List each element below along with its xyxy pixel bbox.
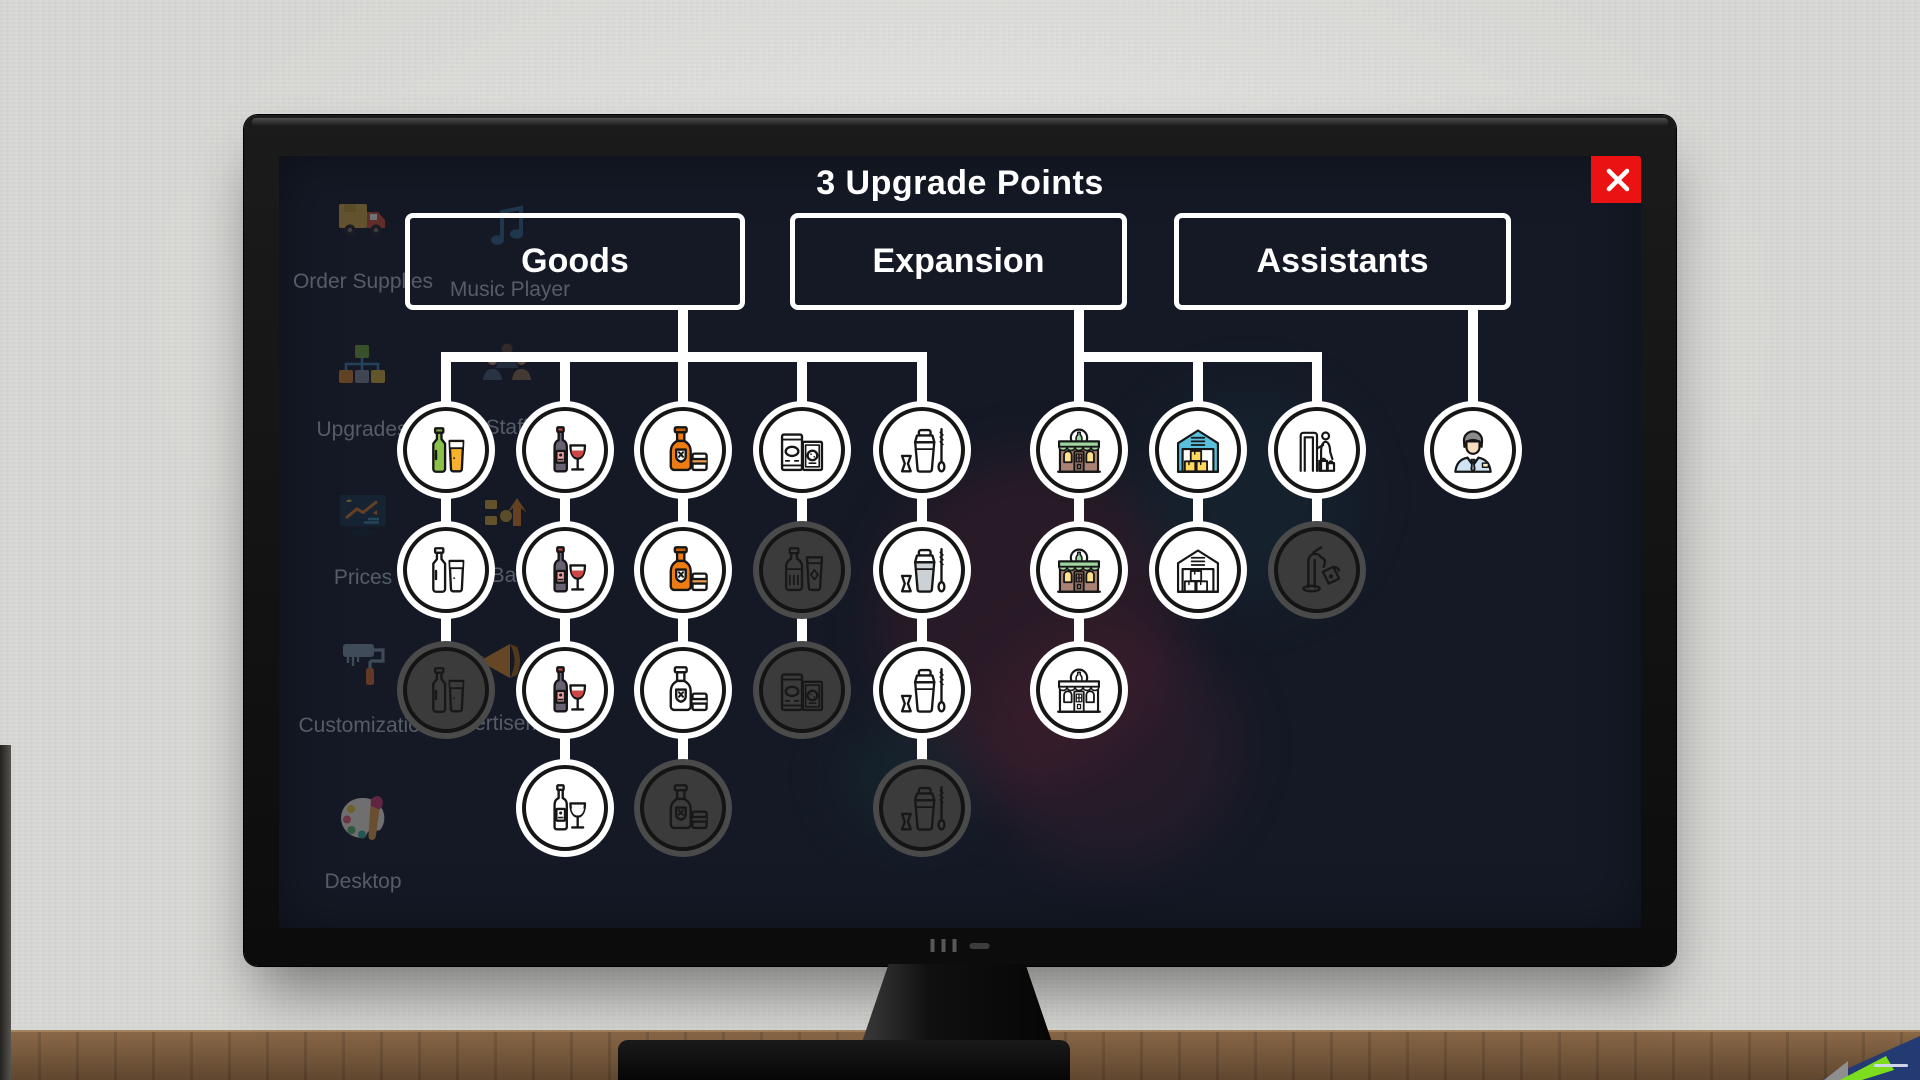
tree-connector	[797, 352, 807, 450]
shop-icon	[1050, 541, 1108, 599]
upgrade-node-wine[interactable]	[522, 407, 608, 493]
upgrade-points-title: 3 Upgrade Points	[816, 164, 1104, 202]
upgrade-node-warehouse[interactable]	[1155, 407, 1241, 493]
shaker-icon	[893, 421, 951, 479]
whiskey-icon	[654, 661, 712, 719]
upgrade-tree-modal: 3 Upgrade Points Goods Expansion Assista…	[279, 156, 1641, 928]
corner-watermark	[1822, 1036, 1920, 1080]
warehouse-icon	[1169, 421, 1227, 479]
upgrade-node-shop[interactable]	[1036, 647, 1122, 733]
branch-header-goods: Goods	[405, 213, 745, 310]
tree-connector	[678, 352, 688, 450]
branch-label: Expansion	[872, 242, 1045, 280]
monitor: Order SuppliesMusic PlayerUpgradesStaffP…	[244, 115, 1676, 966]
close-button[interactable]	[1591, 156, 1641, 203]
warehouse-icon	[1169, 541, 1227, 599]
upgrade-node-tap[interactable]	[1274, 527, 1360, 613]
tree-connector	[917, 352, 927, 450]
tap-icon	[1288, 541, 1346, 599]
upgrade-node-beer[interactable]	[403, 647, 489, 733]
upgrade-node-soda[interactable]	[759, 527, 845, 613]
tree-connector	[1193, 450, 1203, 570]
tree-connector	[560, 570, 570, 690]
kiosk-icon	[1288, 421, 1346, 479]
wine-icon	[536, 541, 594, 599]
upgrade-node-beer[interactable]	[403, 407, 489, 493]
shaker-icon	[893, 779, 951, 837]
wine-icon	[536, 779, 594, 837]
tree-connector	[1468, 310, 1478, 450]
tree-connector	[441, 352, 451, 450]
monitor-stand	[862, 964, 1052, 1042]
upgrade-node-whiskey[interactable]	[640, 527, 726, 613]
tree-connector	[797, 570, 807, 690]
monitor-brand-logo	[930, 939, 990, 952]
beer-icon	[417, 421, 475, 479]
upgrade-node-whiskey[interactable]	[640, 765, 726, 851]
tree-connector	[1074, 570, 1084, 690]
shaker-icon	[893, 541, 951, 599]
upgrade-node-wine[interactable]	[522, 647, 608, 733]
tree-connector	[441, 450, 451, 570]
tree-connector	[678, 570, 688, 690]
branch-label: Assistants	[1256, 242, 1429, 280]
upgrade-node-beer[interactable]	[403, 527, 489, 613]
tree-connector	[1312, 450, 1322, 570]
tree-connector	[441, 570, 451, 690]
upgrade-node-shaker[interactable]	[879, 527, 965, 613]
beer-icon	[417, 541, 475, 599]
branch-label: Goods	[521, 242, 629, 280]
tree-connector	[1074, 450, 1084, 570]
tree-connector	[1074, 310, 1084, 362]
tree-connector	[1193, 352, 1203, 450]
whiskey-icon	[654, 541, 712, 599]
upgrade-node-snacks[interactable]	[759, 407, 845, 493]
shop-icon	[1050, 661, 1108, 719]
game-screen: Order SuppliesMusic PlayerUpgradesStaffP…	[279, 156, 1641, 928]
tree-connector	[678, 450, 688, 570]
tree-connector	[678, 310, 688, 362]
wine-icon	[536, 661, 594, 719]
tree-connector	[678, 690, 688, 808]
upgrade-node-wine[interactable]	[522, 765, 608, 851]
branch-header-assistants: Assistants	[1174, 213, 1511, 310]
upgrade-node-shop[interactable]	[1036, 527, 1122, 613]
upgrade-node-kiosk[interactable]	[1274, 407, 1360, 493]
tree-connector	[1312, 352, 1322, 450]
tree-connector	[797, 450, 807, 570]
beer-icon	[417, 661, 475, 719]
tree-connector	[560, 450, 570, 570]
upgrade-node-snacks[interactable]	[759, 647, 845, 733]
tree-connector	[917, 690, 927, 808]
tree-connector	[560, 352, 570, 450]
tree-connector	[917, 570, 927, 690]
upgrade-node-shaker[interactable]	[879, 407, 965, 493]
upgrade-node-shaker[interactable]	[879, 765, 965, 851]
upgrade-node-warehouse[interactable]	[1155, 527, 1241, 613]
snacks-icon	[773, 421, 831, 479]
shop-icon	[1050, 421, 1108, 479]
upgrade-node-assistant[interactable]	[1430, 407, 1516, 493]
upgrade-node-shaker[interactable]	[879, 647, 965, 733]
upgrade-node-whiskey[interactable]	[640, 647, 726, 733]
whiskey-icon	[654, 421, 712, 479]
wall-corner-shadow	[0, 745, 11, 1080]
tree-connector	[1074, 352, 1084, 450]
branch-header-expansion: Expansion	[790, 213, 1127, 310]
close-icon	[1606, 168, 1629, 191]
upgrade-node-wine[interactable]	[522, 527, 608, 613]
upgrade-node-whiskey[interactable]	[640, 407, 726, 493]
snacks-icon	[773, 661, 831, 719]
tree-connector	[917, 450, 927, 570]
wine-icon	[536, 421, 594, 479]
tree-connector	[560, 690, 570, 808]
whiskey-icon	[654, 779, 712, 837]
soda-icon	[773, 541, 831, 599]
shaker-icon	[893, 661, 951, 719]
assistant-icon	[1444, 421, 1502, 479]
monitor-stand-base	[618, 1040, 1070, 1080]
upgrade-node-shop[interactable]	[1036, 407, 1122, 493]
